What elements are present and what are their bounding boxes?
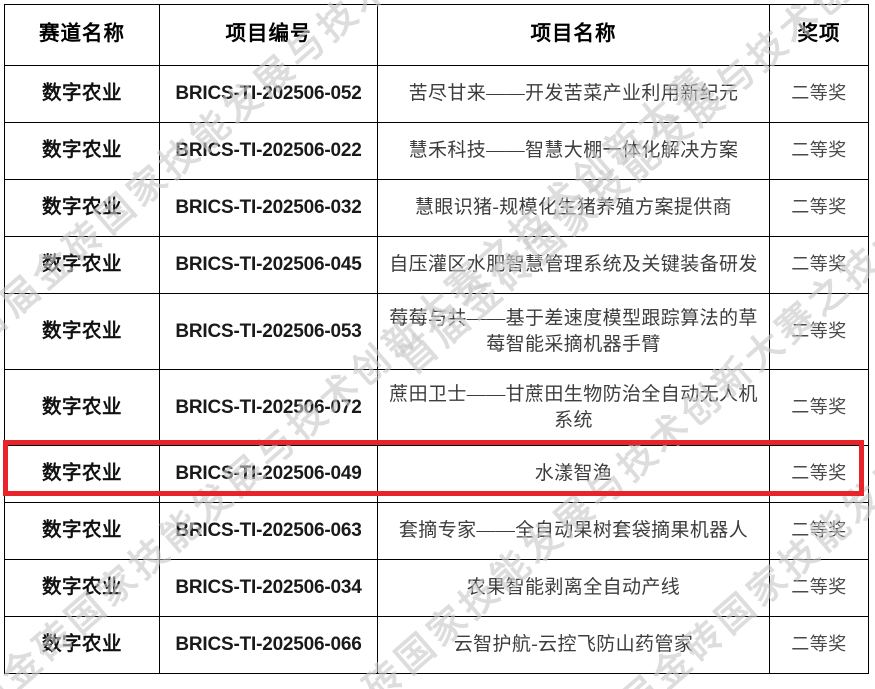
cell-code: BRICS-TI-202506-052 bbox=[159, 65, 378, 123]
cell-code: BRICS-TI-202506-045 bbox=[159, 236, 378, 294]
table-row[interactable]: 数字农业 BRICS-TI-202506-034 农果智能剥离全自动产线 二等奖 bbox=[4, 559, 869, 617]
cell-track: 数字农业 bbox=[4, 179, 160, 237]
cell-track: 数字农业 bbox=[4, 369, 160, 446]
cell-award: 二等奖 bbox=[769, 179, 869, 237]
cell-award: 二等奖 bbox=[769, 369, 869, 446]
cell-track: 数字农业 bbox=[4, 616, 160, 674]
table-row[interactable]: 数字农业 BRICS-TI-202506-052 苦尽甘来——开发苦菜产业利用新纪元… bbox=[4, 65, 869, 123]
table-row[interactable]: 数字农业 BRICS-TI-202506-022 慧禾科技——智慧大棚一体化解决方案… bbox=[4, 122, 869, 180]
table-body: 数字农业 BRICS-TI-202506-052 苦尽甘来——开发苦菜产业利用新纪元… bbox=[4, 65, 869, 674]
cell-code: BRICS-TI-202506-032 bbox=[159, 179, 378, 237]
table-row[interactable]: 数字农业 BRICS-TI-202506-049 水漾智渔 二等奖 bbox=[4, 445, 869, 503]
cell-track: 数字农业 bbox=[4, 122, 160, 180]
cell-name: 云智护航-云控飞防山药管家 bbox=[377, 616, 770, 674]
cell-award: 二等奖 bbox=[769, 236, 869, 294]
cell-code: BRICS-TI-202506-022 bbox=[159, 122, 378, 180]
cell-award: 二等奖 bbox=[769, 559, 869, 617]
table-row[interactable]: 数字农业 BRICS-TI-202506-045 自压灌区水肥智慧管理系统及关键装备… bbox=[4, 236, 869, 294]
cell-code: BRICS-TI-202506-049 bbox=[159, 445, 378, 503]
award-list-table-container: 赛道名称 项目编号 项目名称 奖项 数字农业 BRICS-TI-202506-05… bbox=[4, 4, 869, 674]
cell-code: BRICS-TI-202506-066 bbox=[159, 616, 378, 674]
cell-code: BRICS-TI-202506-034 bbox=[159, 559, 378, 617]
cell-name: 慧眼识猪-规模化生猪养殖方案提供商 bbox=[377, 179, 770, 237]
table-row[interactable]: 数字农业 BRICS-TI-202506-072 蔗田卫士——甘蔗田生物防治全自动无… bbox=[4, 369, 869, 446]
column-header-award: 奖项 bbox=[769, 4, 869, 66]
column-header-name: 项目名称 bbox=[377, 4, 770, 66]
cell-name: 苦尽甘来——开发苦菜产业利用新纪元 bbox=[377, 65, 770, 123]
cell-track: 数字农业 bbox=[4, 236, 160, 294]
cell-code: BRICS-TI-202506-063 bbox=[159, 502, 378, 560]
cell-name: 莓莓与共——基于差速度模型跟踪算法的草莓智能采摘机器手臂 bbox=[377, 293, 770, 370]
award-list-table: 赛道名称 项目编号 项目名称 奖项 数字农业 BRICS-TI-202506-05… bbox=[4, 4, 869, 674]
cell-award: 二等奖 bbox=[769, 502, 869, 560]
cell-award: 二等奖 bbox=[769, 616, 869, 674]
cell-code: BRICS-TI-202506-072 bbox=[159, 369, 378, 446]
table-row[interactable]: 数字农业 BRICS-TI-202506-066 云智护航-云控飞防山药管家 二等奖 bbox=[4, 616, 869, 674]
table-header: 赛道名称 项目编号 项目名称 奖项 bbox=[4, 4, 869, 66]
cell-track: 数字农业 bbox=[4, 65, 160, 123]
cell-track: 数字农业 bbox=[4, 293, 160, 370]
cell-track: 数字农业 bbox=[4, 445, 160, 503]
cell-name: 水漾智渔 bbox=[377, 445, 770, 503]
cell-name: 慧禾科技——智慧大棚一体化解决方案 bbox=[377, 122, 770, 180]
cell-name: 蔗田卫士——甘蔗田生物防治全自动无人机系统 bbox=[377, 369, 770, 446]
cell-track: 数字农业 bbox=[4, 502, 160, 560]
cell-name: 农果智能剥离全自动产线 bbox=[377, 559, 770, 617]
table-row[interactable]: 数字农业 BRICS-TI-202506-053 莓莓与共——基于差速度模型跟踪算法… bbox=[4, 293, 869, 370]
cell-track: 数字农业 bbox=[4, 559, 160, 617]
table-row[interactable]: 数字农业 BRICS-TI-202506-063 套摘专家——全自动果树套袋摘果机器… bbox=[4, 502, 869, 560]
cell-name: 套摘专家——全自动果树套袋摘果机器人 bbox=[377, 502, 770, 560]
table-row[interactable]: 数字农业 BRICS-TI-202506-032 慧眼识猪-规模化生猪养殖方案提供商… bbox=[4, 179, 869, 237]
cell-award: 二等奖 bbox=[769, 293, 869, 370]
column-header-code: 项目编号 bbox=[159, 4, 378, 66]
table-header-row: 赛道名称 项目编号 项目名称 奖项 bbox=[4, 4, 869, 66]
column-header-track: 赛道名称 bbox=[4, 4, 160, 66]
cell-code: BRICS-TI-202506-053 bbox=[159, 293, 378, 370]
cell-name: 自压灌区水肥智慧管理系统及关键装备研发 bbox=[377, 236, 770, 294]
cell-award: 二等奖 bbox=[769, 445, 869, 503]
cell-award: 二等奖 bbox=[769, 122, 869, 180]
cell-award: 二等奖 bbox=[769, 65, 869, 123]
